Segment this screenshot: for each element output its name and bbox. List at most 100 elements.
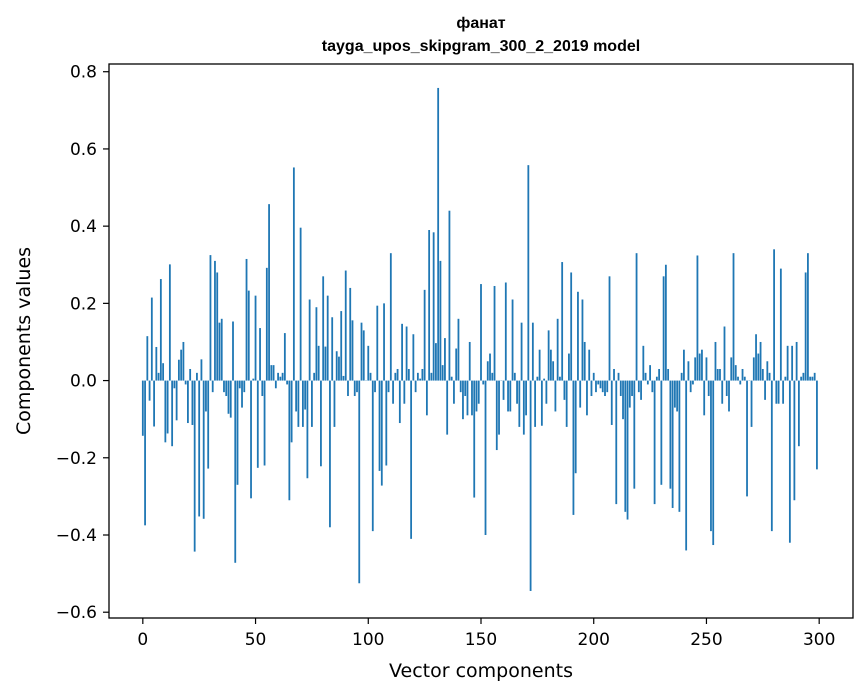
x-tick-label: 0 — [137, 630, 148, 650]
bar-76 — [313, 372, 316, 381]
bar-223 — [644, 372, 647, 381]
bar-43 — [238, 380, 241, 389]
bar-205 — [604, 380, 606, 397]
bar-212 — [619, 380, 622, 397]
bar-268 — [746, 380, 748, 497]
x-axis-label: Vector components — [389, 660, 573, 682]
x-tick-label: 300 — [803, 630, 835, 650]
bar-265 — [739, 380, 742, 385]
bar-240 — [683, 349, 685, 381]
bar-252 — [710, 380, 712, 532]
bar-20 — [187, 380, 189, 424]
bar-115 — [401, 323, 403, 381]
bar-72 — [304, 380, 307, 410]
bar-175 — [536, 376, 539, 381]
bar-236 — [673, 380, 676, 408]
bar-224 — [646, 380, 649, 385]
bar-52 — [259, 328, 261, 381]
x-axis-ticks: 0 50 100 150 200 250 300 — [137, 618, 835, 650]
bar-158 — [498, 380, 500, 435]
bar-294 — [804, 272, 807, 381]
bar-174 — [534, 380, 537, 427]
bar-74 — [308, 299, 311, 381]
bar-210 — [615, 380, 618, 505]
bar-137 — [450, 376, 453, 381]
bar-164 — [511, 299, 514, 381]
bar-4 — [150, 297, 153, 381]
bar-229 — [658, 368, 661, 381]
bar-264 — [737, 376, 739, 381]
bar-221 — [640, 380, 642, 400]
bar-170 — [525, 380, 527, 416]
bar-100 — [367, 345, 370, 381]
bar-18 — [182, 341, 185, 381]
bar-41 — [234, 380, 237, 563]
bar-196 — [583, 341, 586, 381]
x-tick-label: 50 — [245, 630, 267, 650]
bar-270 — [750, 380, 753, 427]
bar-123 — [419, 378, 422, 381]
bar-241 — [685, 380, 688, 551]
bar-92 — [349, 287, 352, 381]
bar-95 — [356, 380, 358, 393]
bar-249 — [703, 380, 706, 416]
bar-124 — [421, 368, 424, 381]
bar-107 — [383, 303, 385, 381]
bar-295 — [807, 253, 809, 381]
bar-133 — [441, 365, 444, 381]
bar-70 — [299, 227, 302, 381]
bar-22 — [191, 380, 194, 425]
bar-47 — [247, 290, 250, 381]
bar-65 — [288, 380, 291, 501]
bar-19 — [184, 380, 187, 385]
bar-206 — [606, 380, 609, 393]
bar-231 — [662, 276, 665, 381]
bar-53 — [261, 380, 264, 397]
bar-131 — [437, 87, 440, 381]
bar-226 — [651, 380, 654, 393]
bar-112 — [394, 372, 397, 381]
bar-97 — [360, 322, 363, 381]
bar-142 — [462, 380, 464, 420]
bar-134 — [444, 338, 446, 381]
bar-217 — [631, 380, 633, 397]
bar-245 — [694, 357, 697, 381]
bar-250 — [705, 357, 708, 381]
bar-110 — [389, 253, 392, 381]
bar-157 — [495, 380, 498, 451]
bar-140 — [457, 318, 460, 381]
bar-274 — [759, 341, 762, 381]
bar-105 — [378, 380, 381, 471]
bar-88 — [340, 311, 343, 381]
bar-12 — [168, 264, 171, 381]
bar-169 — [522, 380, 525, 435]
bar-233 — [667, 368, 670, 381]
bar-192 — [574, 380, 577, 474]
bar-102 — [371, 380, 374, 532]
bar-49 — [252, 378, 255, 381]
bar-190 — [570, 272, 573, 381]
bar-257 — [721, 380, 724, 404]
bar-234 — [669, 380, 672, 489]
bar-78 — [317, 345, 320, 381]
bar-180 — [547, 330, 550, 381]
bar-80 — [322, 276, 325, 381]
bar-85 — [333, 380, 336, 427]
bar-182 — [552, 361, 555, 381]
bar-145 — [468, 341, 471, 381]
bar-213 — [622, 380, 624, 420]
bar-160 — [502, 380, 505, 400]
bar-44 — [241, 380, 243, 408]
bar-122 — [416, 372, 419, 381]
bar-278 — [768, 372, 771, 381]
bar-8 — [159, 279, 162, 381]
bar-94 — [353, 380, 356, 397]
bar-69 — [297, 380, 300, 427]
bar-71 — [301, 380, 304, 427]
bar-14 — [173, 380, 176, 389]
bar-66 — [290, 380, 293, 443]
x-tick-label: 250 — [690, 630, 722, 650]
bar-255 — [716, 368, 719, 381]
bar-297 — [811, 376, 814, 381]
bar-146 — [471, 380, 473, 416]
